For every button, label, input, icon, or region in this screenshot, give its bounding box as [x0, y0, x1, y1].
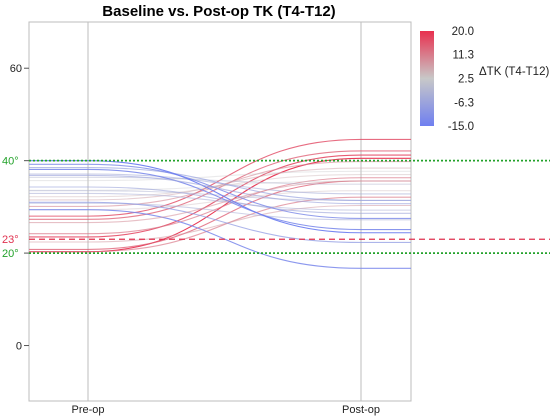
patient-line-5: [29, 196, 411, 253]
x-tick-label-pre-op: Pre-op: [71, 404, 104, 416]
patient-line-27: [29, 174, 411, 205]
patient-line-28: [29, 180, 411, 224]
colorbar-tick-label-20.0: 20.0: [452, 26, 474, 38]
patient-line-11: [29, 173, 411, 198]
patient-line-25: [29, 201, 411, 244]
patient-line-6: [29, 204, 411, 243]
series-lines: [29, 138, 411, 269]
patient-line-8: [29, 138, 411, 217]
patient-line-16: [29, 170, 411, 182]
colorbar-gradient: [420, 31, 434, 126]
patient-line-23: [29, 168, 411, 231]
y-tick-label-0: 0: [16, 341, 22, 353]
reference-label-40: 40°: [2, 156, 19, 168]
colorbar-tick-label-11.3: 11.3: [452, 50, 474, 62]
patient-line-22: [29, 163, 411, 219]
patient-line-24: [29, 160, 411, 234]
patient-line-2: [29, 180, 411, 250]
y-axis: 0 60: [10, 63, 29, 353]
plot-frame: [28, 21, 412, 402]
colorbar-label: ΔTK (T4-T12): [479, 66, 549, 78]
patient-line-4: [29, 177, 411, 235]
colorbar-tick-label--6.3: -6.3: [454, 97, 474, 109]
reference-lines: 40° 23° 20°: [2, 156, 550, 260]
x-tick-label-post-op: Post-op: [342, 404, 380, 416]
patient-line-7: [29, 150, 411, 220]
patient-line-1: [29, 157, 411, 253]
colorbar-tick-label--15.0: -15.0: [448, 121, 474, 133]
patient-line-12: [29, 180, 411, 191]
reference-label-20: 20°: [2, 248, 19, 260]
colorbar: ΔTK (T4-T12) 20.0 11.3 2.5 -6.3 -15.0: [420, 26, 549, 133]
patient-line-17: [29, 176, 411, 185]
reference-label-23: 23°: [2, 234, 19, 246]
patient-line-21: [29, 167, 411, 201]
colorbar-tick-label-2.5: 2.5: [458, 74, 474, 86]
y-tick-label-60: 60: [10, 63, 22, 75]
chart-title: Baseline vs. Post-op TK (T4-T12): [102, 3, 335, 20]
patient-line-19: [29, 186, 411, 214]
